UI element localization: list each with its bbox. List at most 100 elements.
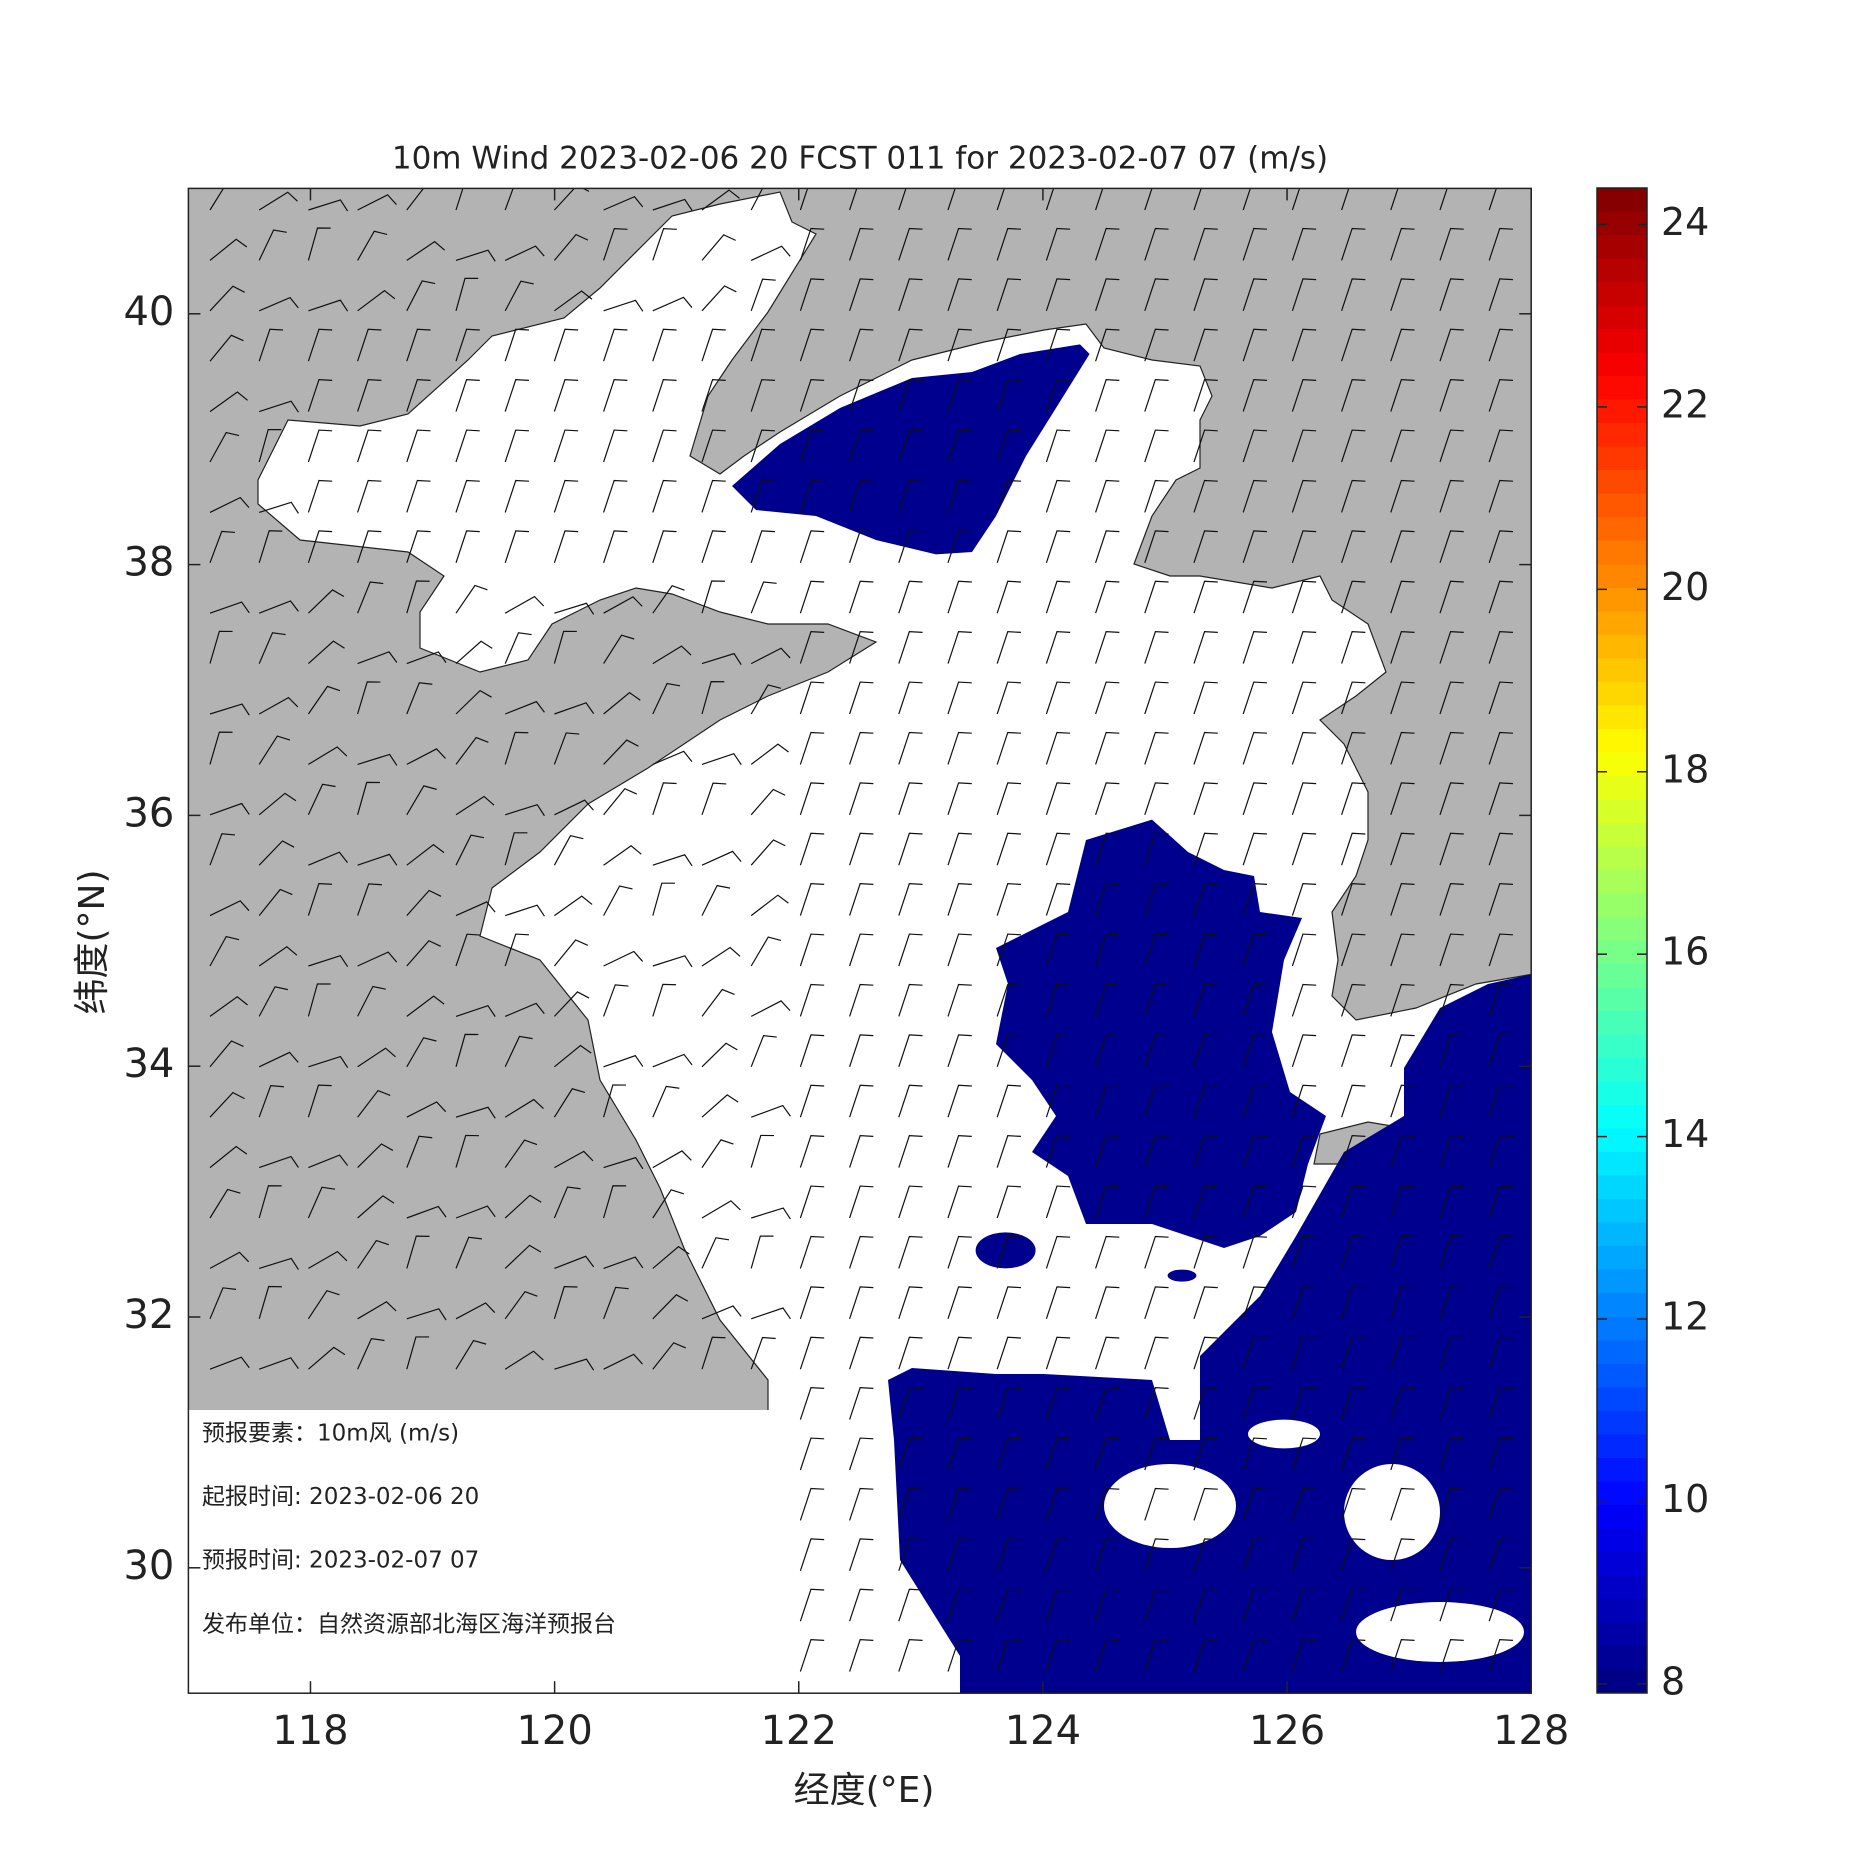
wind-barb [750,530,775,563]
wind-barb [455,1302,496,1320]
wind-barb [1095,328,1120,362]
colorbar-tick-label: 12 [1661,1295,1709,1339]
wind-barb [750,684,781,715]
wind-barb [455,479,480,513]
wind-barb [1193,1437,1218,1471]
wind-barb [1242,1084,1267,1118]
wind-barb [1488,1487,1513,1521]
wind-barb [1045,580,1071,614]
wind-barb [898,530,923,563]
wind-barb [1390,1588,1415,1622]
wind-barb [209,431,240,463]
wind-barb [1193,883,1218,916]
wind-barb [209,630,233,664]
x-tick-label: 120 [516,1708,592,1754]
wind-barb [750,647,791,665]
wind-barb [1193,227,1218,261]
wind-barb [1439,933,1464,967]
wind-barb [1193,731,1218,765]
wind-barb [1390,479,1415,513]
wind-barb [1242,1639,1267,1672]
y-tick-label: 34 [123,1041,174,1087]
wind-barb [1095,731,1120,765]
wind-barb [1291,1639,1317,1672]
wind-barb [209,900,250,917]
wind-barb [603,1054,644,1068]
wind-barb [1291,883,1317,916]
wind-barb [1045,379,1071,412]
wind-barb [1439,1437,1464,1471]
wind-barb [553,732,580,765]
wind-barb [209,935,240,967]
wind-barb [1390,631,1415,664]
wind-barb [1488,983,1513,1017]
wind-barb [504,1098,544,1118]
x-tick-label: 118 [272,1708,348,1754]
wind-barb [1439,188,1448,211]
wind-barb [1144,530,1169,563]
wind-barb [308,1154,349,1169]
wind-barb [504,1194,542,1219]
wind-barb [553,479,579,513]
wind-barb [553,834,584,866]
y-tick-label: 38 [123,540,174,586]
wind-barb [1390,278,1415,311]
wind-barb [1095,681,1120,715]
wind-barb [554,895,593,917]
wind-barb [701,285,737,312]
wind-barb [652,227,677,261]
wind-barb [455,1033,479,1067]
wind-barb [947,1235,972,1269]
wind-barb [996,731,1021,765]
wind-barb [947,278,972,311]
wind-barb [1242,1487,1267,1521]
wind-barb [1341,1538,1366,1571]
wind-barb [357,1239,389,1269]
wind-barb [357,530,382,563]
wind-barb [1095,933,1120,967]
wind-barb [1341,227,1366,261]
wind-barb [406,328,431,362]
wind-barb [701,234,736,261]
wind-barb [701,479,726,513]
wind-barb [898,782,923,815]
wind-barb [1242,1135,1267,1168]
wind-barb [1242,1336,1267,1370]
wind-barb [307,1290,340,1320]
wind-barb [1439,227,1464,261]
wind-barb [1193,1034,1218,1067]
wind-barb [996,883,1021,916]
wind-barb [1045,1336,1071,1370]
wind-barb [258,946,298,967]
wind-barb [209,1145,248,1169]
wind-barb [1488,1135,1513,1168]
wind-barb [1390,328,1415,362]
wind-barb [1341,1487,1366,1521]
wind-barb [1390,983,1415,1017]
wind-barb [701,429,726,463]
wind-barb [406,1101,447,1118]
wind-barb [799,379,825,412]
wind-barb [1341,681,1366,715]
wind-barb [1341,832,1366,866]
wind-barb [849,933,874,967]
wind-barb [799,983,825,1017]
wind-barb [1291,983,1317,1017]
wind-barb [750,278,776,312]
wind-barb [799,1387,825,1420]
wind-barb [209,334,244,362]
wind-barb [1045,1235,1071,1269]
wind-barb [799,479,825,513]
x-tick-label: 128 [1493,1708,1569,1754]
wind-barb [750,839,786,866]
wind-barb [996,278,1021,311]
wind-barb [308,851,348,866]
wind-barb [750,479,775,513]
wind-barb [209,238,248,261]
wind-barb [209,1188,241,1219]
wind-barb [701,1139,734,1168]
wind-barb [455,933,481,967]
wind-barb [1488,883,1513,916]
wind-barb [406,479,431,513]
colorbar-tick-label: 20 [1661,565,1709,609]
